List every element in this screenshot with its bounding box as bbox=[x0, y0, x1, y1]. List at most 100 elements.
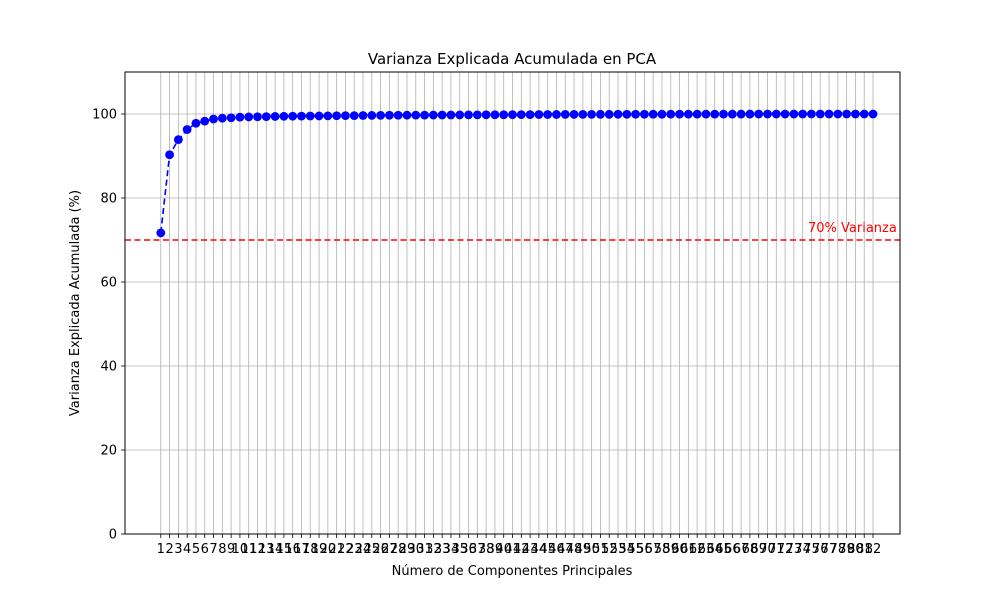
x-tick-label: 32 bbox=[425, 542, 442, 557]
x-tick-label: 36 bbox=[460, 542, 477, 557]
data-point bbox=[771, 109, 781, 119]
data-point bbox=[499, 110, 509, 120]
x-tick-label: 54 bbox=[619, 542, 636, 557]
x-tick-label: 18 bbox=[302, 542, 319, 557]
data-point bbox=[587, 109, 597, 119]
data-point bbox=[261, 112, 271, 122]
x-tick-label: 13 bbox=[258, 542, 275, 557]
data-point bbox=[235, 112, 245, 122]
x-tick-label: 12 bbox=[249, 542, 266, 557]
y-tick-label: 0 bbox=[109, 528, 117, 543]
x-tick-label: 20 bbox=[320, 542, 337, 557]
data-point bbox=[789, 109, 799, 119]
data-point bbox=[472, 110, 482, 120]
data-point bbox=[490, 110, 500, 120]
y-axis-label: Varianza Explicada Acumulada (%) bbox=[68, 190, 83, 416]
x-tick-label: 49 bbox=[575, 542, 592, 557]
data-point bbox=[613, 109, 623, 119]
data-point bbox=[745, 109, 755, 119]
x-tick-label: 65 bbox=[715, 542, 732, 557]
data-point bbox=[516, 110, 526, 120]
x-tick-label: 38 bbox=[478, 542, 495, 557]
x-tick-label: 33 bbox=[434, 542, 451, 557]
x-tick-label: 39 bbox=[487, 542, 504, 557]
x-tick-label: 34 bbox=[443, 542, 460, 557]
data-point bbox=[446, 110, 456, 120]
x-tick-label: 75 bbox=[803, 542, 820, 557]
data-point bbox=[358, 111, 368, 120]
x-tick-label: 64 bbox=[706, 542, 723, 557]
x-tick-label: 60 bbox=[671, 542, 688, 557]
x-tick-label: 63 bbox=[698, 542, 715, 557]
x-tick-label: 16 bbox=[284, 542, 301, 557]
data-point bbox=[226, 113, 236, 123]
data-point bbox=[428, 110, 438, 120]
data-point bbox=[868, 109, 878, 119]
x-tick-label: 47 bbox=[557, 542, 574, 557]
data-point bbox=[156, 228, 166, 238]
data-point bbox=[736, 109, 746, 119]
data-point bbox=[165, 150, 174, 160]
data-point bbox=[842, 109, 852, 119]
data-point bbox=[279, 111, 289, 121]
x-tick-label: 7 bbox=[209, 542, 217, 557]
data-point bbox=[622, 109, 632, 119]
x-tick-label: 27 bbox=[381, 542, 398, 557]
chart-title: Varianza Explicada Acumulada en PCA bbox=[368, 50, 657, 68]
x-tick-label: 19 bbox=[311, 542, 328, 557]
x-tick-label: 48 bbox=[566, 542, 583, 557]
x-tick-label: 57 bbox=[645, 542, 662, 557]
data-point bbox=[859, 109, 869, 119]
data-point bbox=[349, 111, 359, 120]
data-point bbox=[420, 110, 429, 120]
data-point bbox=[534, 110, 544, 119]
x-tick-label: 58 bbox=[654, 542, 671, 557]
x-tick-label: 15 bbox=[276, 542, 293, 557]
series-group bbox=[156, 109, 878, 238]
data-point bbox=[578, 109, 588, 119]
x-tick-label: 45 bbox=[539, 542, 556, 557]
x-tick-label: 56 bbox=[636, 542, 653, 557]
x-tick-label: 76 bbox=[812, 542, 829, 557]
data-point bbox=[798, 109, 808, 119]
data-point bbox=[639, 109, 649, 119]
y-tick-label: 100 bbox=[92, 108, 117, 123]
data-point bbox=[701, 109, 711, 119]
y-tick-label: 60 bbox=[100, 276, 117, 291]
x-tick-label: 61 bbox=[680, 542, 697, 557]
data-point bbox=[209, 114, 218, 124]
x-tick-label: 71 bbox=[768, 542, 785, 557]
x-tick-label: 44 bbox=[531, 542, 548, 557]
x-tick-label: 82 bbox=[865, 542, 882, 557]
x-tick-label: 46 bbox=[548, 542, 565, 557]
data-point bbox=[244, 112, 254, 122]
data-point bbox=[481, 110, 491, 120]
x-tick-label: 3 bbox=[174, 542, 182, 557]
x-tick-label: 5 bbox=[192, 542, 200, 557]
data-point bbox=[683, 109, 693, 119]
x-tick-label: 74 bbox=[794, 542, 811, 557]
data-point bbox=[288, 111, 298, 121]
data-point bbox=[569, 110, 579, 119]
x-tick-label: 77 bbox=[821, 542, 838, 557]
x-tick-label: 26 bbox=[372, 542, 389, 557]
data-point bbox=[393, 110, 403, 120]
y-tick-label: 80 bbox=[100, 192, 117, 207]
x-tick-label: 1 bbox=[157, 542, 165, 557]
y-tick-label: 20 bbox=[100, 444, 117, 459]
x-tick-label: 51 bbox=[592, 542, 609, 557]
data-point bbox=[402, 110, 412, 120]
x-tick-label: 55 bbox=[627, 542, 644, 557]
data-point bbox=[455, 110, 465, 120]
data-point bbox=[596, 109, 605, 119]
data-point bbox=[437, 110, 447, 120]
data-point bbox=[675, 109, 684, 119]
x-tick-label: 29 bbox=[399, 542, 416, 557]
x-tick-label: 24 bbox=[355, 542, 372, 557]
x-tick-label: 9 bbox=[227, 542, 235, 557]
x-tick-label: 25 bbox=[364, 542, 381, 557]
x-tick-label: 67 bbox=[733, 542, 750, 557]
x-tick-label: 35 bbox=[451, 542, 468, 557]
